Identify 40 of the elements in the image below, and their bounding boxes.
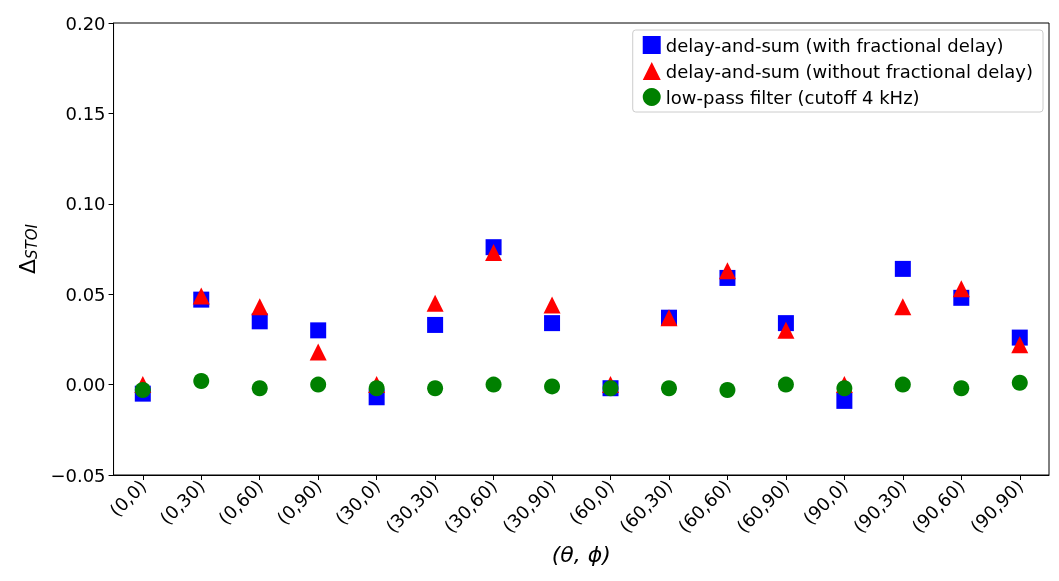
point: [309, 343, 327, 361]
x-axis-title: (θ, ϕ): [551, 541, 611, 567]
point: [193, 372, 210, 389]
y-tick-label: 0.20: [65, 12, 106, 34]
point: [427, 380, 444, 397]
point: [719, 382, 736, 399]
point: [777, 321, 795, 339]
point: [1011, 336, 1029, 354]
point: [894, 298, 912, 316]
point: [544, 378, 561, 395]
y-tick-label: 0.05: [65, 283, 106, 305]
y-tick-label: 0.15: [65, 102, 106, 124]
point: [894, 260, 911, 277]
point: [836, 380, 853, 397]
y-tick-label: −0.05: [50, 464, 106, 486]
y-axis-title: ΔSTOI: [14, 223, 41, 274]
point: [427, 316, 444, 333]
point: [1011, 374, 1028, 391]
y-tick-label: 0.00: [65, 374, 106, 396]
point: [952, 280, 970, 298]
point: [544, 315, 561, 332]
point: [310, 322, 327, 339]
point: [485, 244, 503, 262]
point: [718, 262, 736, 280]
point: [426, 294, 444, 312]
point: [368, 380, 385, 397]
point: [251, 380, 268, 397]
point: [310, 376, 327, 393]
point: [953, 380, 970, 397]
legend-label: delay-and-sum (with fractional delay): [665, 34, 1004, 56]
legend-label: delay-and-sum (without fractional delay): [665, 60, 1033, 82]
point: [660, 380, 677, 397]
point: [485, 376, 502, 393]
point: [251, 298, 269, 316]
point: [543, 296, 561, 314]
point: [894, 376, 911, 393]
legend-label: low-pass filter (cutoff 4 kHz): [665, 86, 920, 108]
point: [777, 376, 794, 393]
y-tick-label: 0.10: [65, 193, 106, 215]
point: [192, 287, 210, 305]
